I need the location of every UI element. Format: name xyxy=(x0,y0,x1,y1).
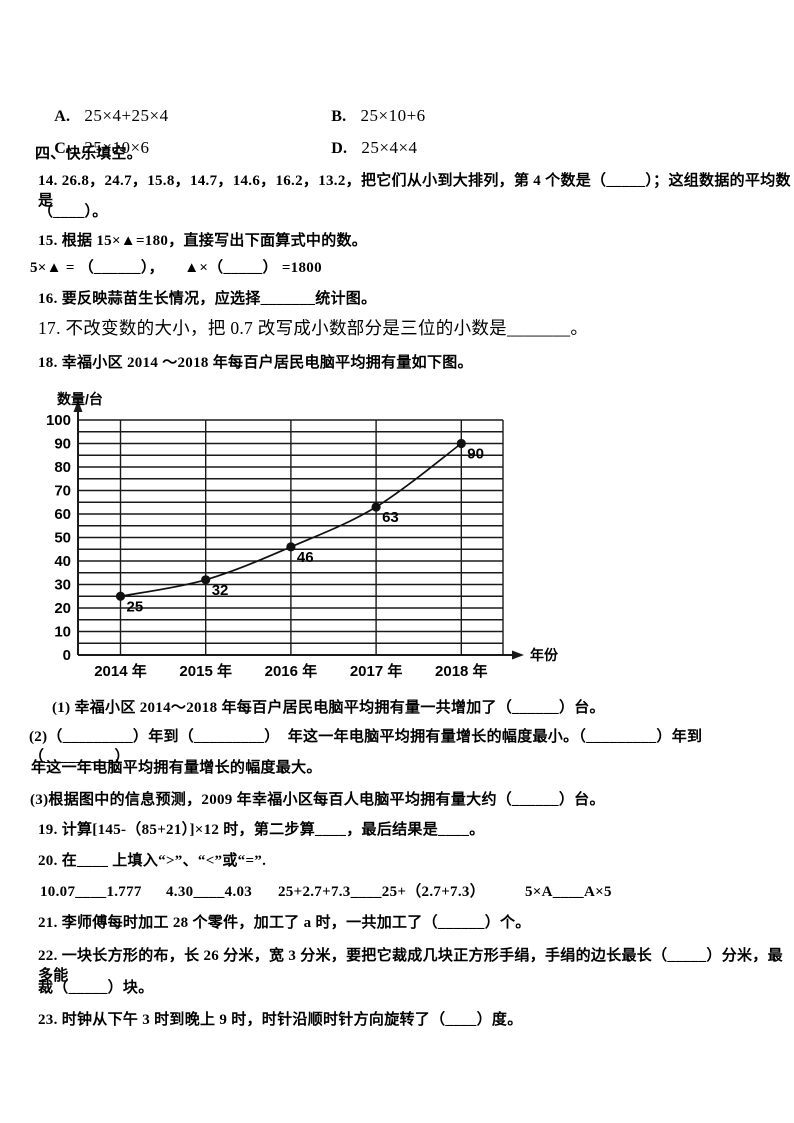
y-tick-label: 70 xyxy=(54,483,71,500)
question-14-line-2: （____）。 xyxy=(38,204,108,220)
question-18-sub-3: (3)根据图中的信息预测，2009 年幸福小区每百人电脑平均拥有量大约（____… xyxy=(30,792,605,808)
question-18-sub-2-line-1: (2)（_________）年到（_________） 年这一年电脑平均拥有量增… xyxy=(29,729,703,765)
comparison-4: 5×A____A×5 xyxy=(525,884,612,900)
option-c-formula: 25×10×6 xyxy=(84,138,150,157)
data-point xyxy=(115,591,126,601)
y-tick-label: 40 xyxy=(54,553,71,570)
data-point-label: 25 xyxy=(127,598,144,615)
y-tick-label: 10 xyxy=(54,624,71,641)
option-b: B. 25×10+6 xyxy=(315,86,426,147)
x-tick-label: 2016 年 xyxy=(265,662,318,680)
option-d-label: D. xyxy=(331,140,348,157)
y-tick-label: 80 xyxy=(54,459,71,476)
option-d-formula: 25×4×4 xyxy=(361,138,418,157)
question-18-sub-2-line-2: 年这一年电脑平均拥有量增长的幅度最大。 xyxy=(31,760,322,776)
question-20-comparisons: 10.07____1.777 4.30____4.03 25+2.7+7.3__… xyxy=(0,882,794,902)
y-tick-label: 100 xyxy=(46,412,71,429)
question-21: 21. 李师傅每时加工 28 个零件，加工了 a 时，一共加工了（______）… xyxy=(38,915,531,931)
y-axis-title: 数量/台 xyxy=(57,391,103,407)
question-15-line-1: 15. 根据 15×▲=180，直接写出下面算式中的数。 xyxy=(38,233,368,249)
y-tick-label: 0 xyxy=(63,647,71,664)
x-axis-title: 年份 xyxy=(530,647,559,663)
data-point-label: 63 xyxy=(382,509,399,526)
computer-ownership-line-chart: 0 10 20 30 40 50 60 70 80 90 100 2014 年 2015 年 2016 年… xyxy=(46,391,559,680)
question-16: 16. 要反映蒜苗生长情况，应选择_______统计图。 xyxy=(38,291,377,307)
question-22-line-2: 裁（_____）块。 xyxy=(38,980,154,996)
data-point xyxy=(201,575,211,585)
data-point xyxy=(456,438,466,449)
question-18-sub-1: (1) 幸福小区 2014～2018 年每百户居民电脑平均拥有量一共增加了（__… xyxy=(52,700,605,716)
y-tick-label: 30 xyxy=(54,577,71,594)
data-point-label: 32 xyxy=(212,582,229,599)
data-point-label: 90 xyxy=(467,446,484,463)
x-tick-label: 2015 年 xyxy=(179,662,232,680)
option-b-label: B. xyxy=(331,108,347,125)
question-15-line-2: 5×▲ = （______）， ▲×（_____） =1800 xyxy=(30,260,322,276)
x-tick-label: 2014 年 xyxy=(94,662,147,680)
section-heading: 四、快乐填空。 xyxy=(35,146,143,162)
question-19: 19. 计算[145-（85+21）]×12 时，第二步算____，最后结果是_… xyxy=(38,822,485,838)
question-22-line-1: 22. 一块长方形的布，长 26 分米，宽 3 分米，要把它裁成几块正方形手绢，… xyxy=(38,948,783,984)
question-20: 20. 在____ 上填入“>”、“<”或“=”. xyxy=(38,853,267,869)
question-17: 17. 不改变数的大小，把 0.7 改写成小数部分是三位的小数是_______。 xyxy=(38,318,589,338)
x-tick-label: 2018 年 xyxy=(435,662,488,680)
y-tick-label: 20 xyxy=(54,600,71,617)
comparison-2: 4.30____4.03 xyxy=(166,884,253,900)
x-axis-arrow-icon xyxy=(512,650,524,660)
data-point-label: 46 xyxy=(297,549,314,566)
question-14-line-1: 14. 26.8，24.7，15.8，14.7，14.6，16.2，13.2，把… xyxy=(38,173,791,209)
data-point xyxy=(286,542,296,552)
option-d: D. 25×4×4 xyxy=(315,118,418,179)
comparison-1: 10.07____1.777 xyxy=(40,884,142,900)
option-c: C. 25×10×6 xyxy=(38,118,150,179)
y-tick-label: 60 xyxy=(54,506,71,523)
x-tick-label: 2017 年 xyxy=(350,662,403,680)
y-tick-label: 50 xyxy=(54,530,71,547)
data-point xyxy=(371,502,381,512)
option-b-formula: 25×10+6 xyxy=(360,106,426,125)
question-18: 18. 幸福小区 2014 ～2018 年每百户居民电脑平均拥有量如下图。 xyxy=(38,355,473,371)
option-a: A. 25×4+25×4 xyxy=(38,86,169,147)
y-tick-label: 90 xyxy=(54,436,71,453)
comparison-3: 25+2.7+7.3____25+（2.7+7.3） xyxy=(278,884,485,900)
option-a-formula: 25×4+25×4 xyxy=(84,106,169,125)
y-axis-arrow-icon xyxy=(73,400,83,412)
question-23: 23. 时钟从下午 3 时到晚上 9 时，时针沿顺时针方向旋转了（____）度。 xyxy=(38,1012,523,1028)
option-c-label: C. xyxy=(54,140,71,157)
option-a-label: A. xyxy=(54,108,71,125)
